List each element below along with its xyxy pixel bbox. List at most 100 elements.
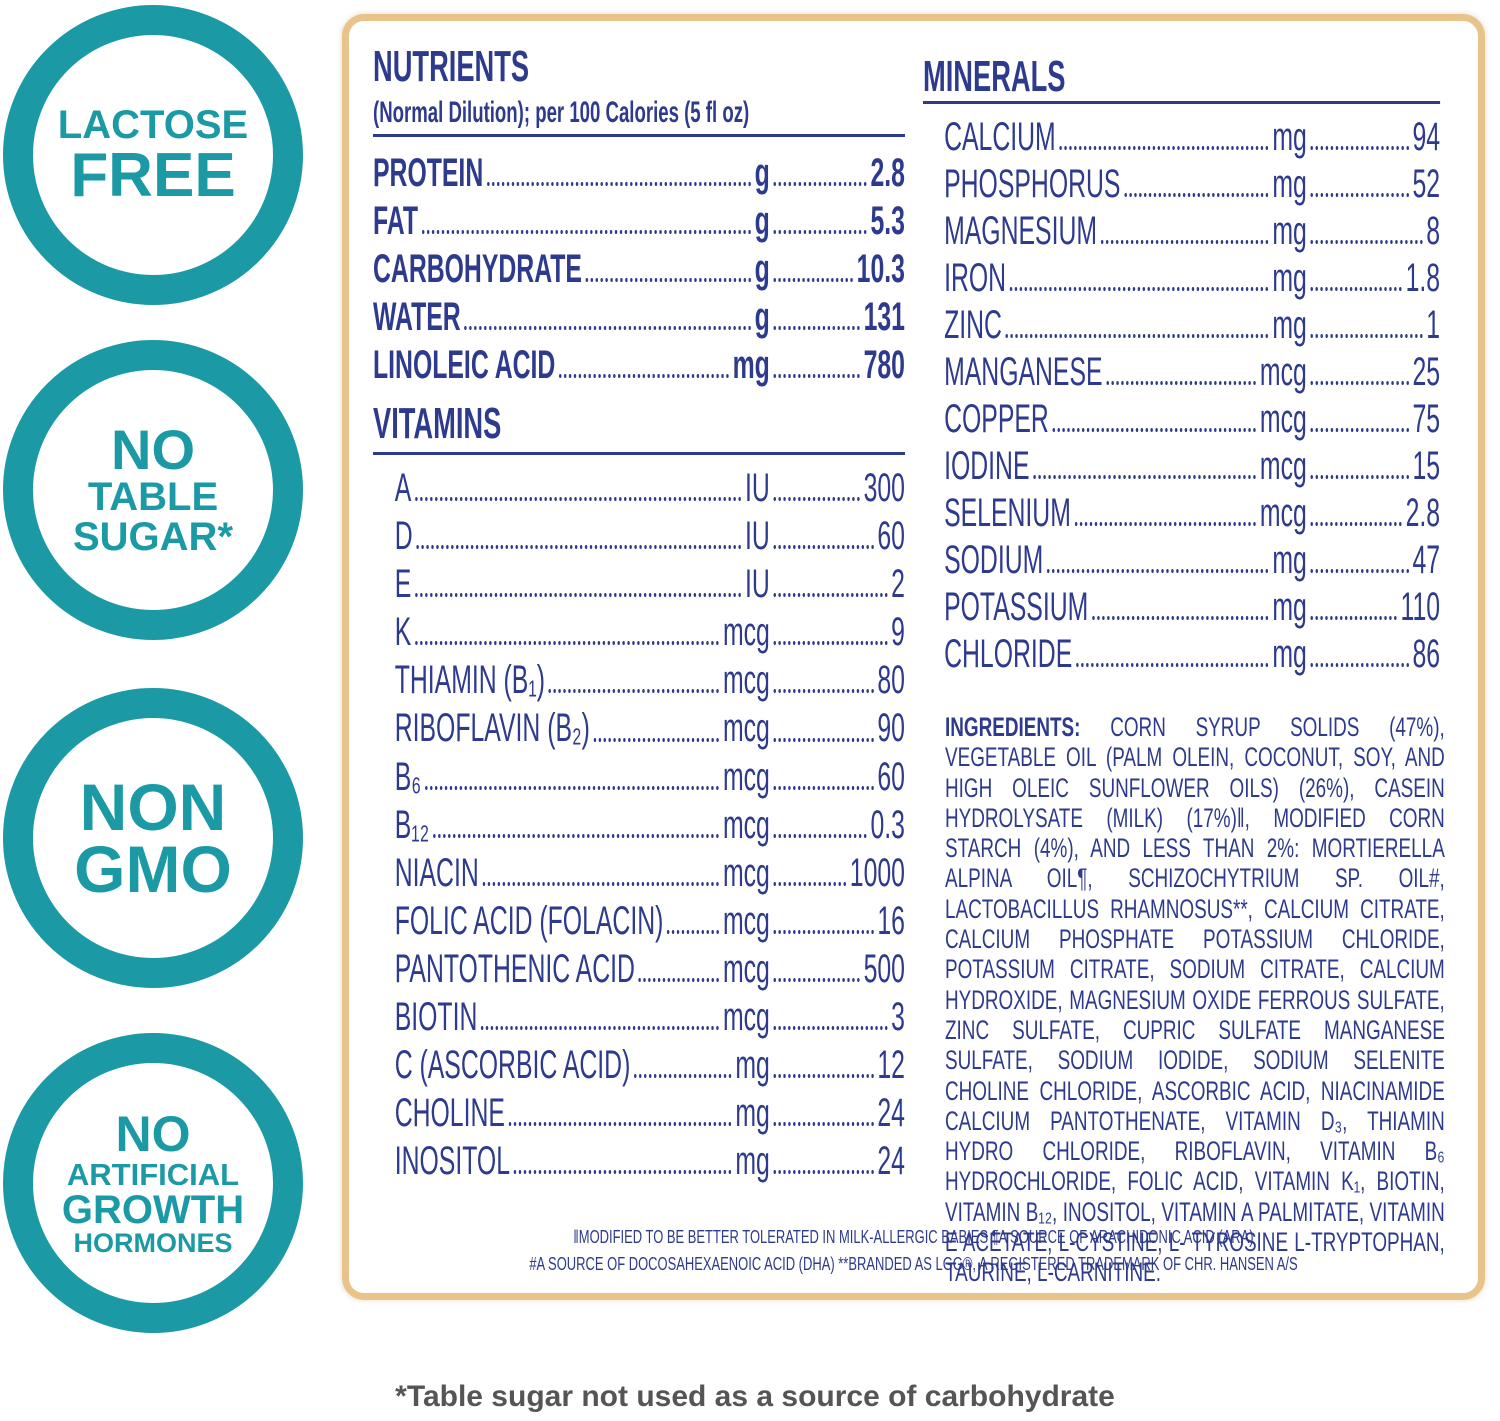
- leader: [667, 929, 720, 934]
- row-right: 24: [770, 1089, 905, 1137]
- row: CHOLINE mg 24: [395, 1089, 905, 1137]
- row-left: THIAMIN (B₁) mcg: [395, 656, 770, 704]
- row: BIOTIN mcg 3: [395, 993, 905, 1041]
- row-name: POTASSIUM: [944, 585, 1089, 629]
- section-title: VITAMINS: [373, 399, 502, 448]
- row-name: CHLORIDE: [944, 632, 1073, 676]
- row: IODINE mcg 15: [944, 443, 1440, 490]
- row-right: 8: [1307, 208, 1440, 255]
- row-right: 47: [1307, 537, 1440, 584]
- leader: [773, 929, 874, 934]
- row: CALCIUM mg 94: [944, 114, 1440, 161]
- leader: [486, 182, 751, 186]
- row-right: 60: [770, 753, 905, 801]
- row-name: FAT: [373, 199, 418, 243]
- row-unit: mcg: [722, 802, 770, 847]
- row-right: 15: [1307, 443, 1440, 490]
- leader: [1310, 381, 1409, 385]
- row-value: 8: [1426, 209, 1441, 253]
- badge-text: GROWTH: [61, 1188, 245, 1232]
- row-left: E IU: [395, 560, 770, 608]
- leader: [414, 641, 720, 646]
- row-right: 3: [770, 993, 905, 1041]
- leader: [1075, 663, 1269, 667]
- row-unit: mg: [735, 1091, 770, 1136]
- ingredients-label: INGREDIENTS:: [945, 712, 1081, 742]
- row: PANTOTHENIC ACID mcg 500: [395, 945, 905, 993]
- badge-text: NO: [115, 1106, 191, 1162]
- row-unit: mg: [735, 1139, 770, 1184]
- leader: [1092, 616, 1269, 620]
- row-name: PHOSPHORUS: [944, 162, 1121, 206]
- row-right: 80: [770, 656, 905, 704]
- row-name: CHOLINE: [394, 1091, 505, 1136]
- row-unit: mg: [732, 343, 770, 387]
- row-right: 1.8: [1307, 255, 1440, 302]
- row-left: SODIUM mg: [944, 537, 1307, 584]
- row-left: D IU: [395, 512, 770, 560]
- row: POTASSIUM mg 110: [944, 584, 1440, 631]
- row-right: 0.3: [770, 801, 905, 849]
- row: LINOLEIC ACID mg 780: [373, 341, 905, 389]
- row-left: FOLIC ACID (FOLACIN) mcg: [395, 897, 770, 945]
- row-unit: g: [754, 247, 770, 291]
- row-unit: mcg: [722, 995, 770, 1040]
- leader: [773, 278, 853, 282]
- row-value: 110: [1400, 585, 1441, 629]
- row-name: E: [394, 562, 412, 607]
- leader: [638, 978, 720, 983]
- row-unit: g: [754, 295, 770, 339]
- leader: [1310, 475, 1409, 479]
- row-left: NIACIN mcg: [395, 849, 770, 897]
- row-right: 16: [770, 897, 905, 945]
- row-left: CHOLINE mg: [395, 1089, 770, 1137]
- leader: [1310, 616, 1397, 620]
- leader: [414, 497, 742, 502]
- row-name: MANGANESE: [944, 350, 1103, 394]
- row: B₆ mcg 60: [395, 753, 905, 801]
- leader: [773, 978, 860, 983]
- row-left: MANGANESE mcg: [944, 349, 1307, 396]
- badge-text: FREE: [70, 141, 236, 210]
- row: FOLIC ACID (FOLACIN) mcg 16: [395, 897, 905, 945]
- row-unit: mcg: [722, 946, 770, 991]
- leader: [773, 1170, 874, 1175]
- badge-text: SUGAR*: [72, 515, 234, 559]
- leader: [773, 881, 847, 886]
- row-unit: mg: [1272, 538, 1307, 582]
- row-value: 47: [1412, 538, 1441, 582]
- leader: [424, 785, 720, 790]
- row-name: ZINC: [944, 303, 1002, 347]
- row-unit: mg: [1272, 209, 1307, 253]
- row-left: MAGNESIUM mg: [944, 208, 1307, 255]
- row: ZINC mg 1: [944, 302, 1440, 349]
- badge-text: ARTIFICIAL: [66, 1157, 240, 1192]
- row-name: IRON: [944, 256, 1007, 300]
- row-left: SELENIUM mcg: [944, 490, 1307, 537]
- leader: [634, 1074, 732, 1079]
- row-left: BIOTIN mcg: [395, 993, 770, 1041]
- leader: [1310, 334, 1423, 338]
- leader: [1100, 240, 1269, 244]
- leader: [585, 278, 751, 282]
- row-name: IODINE: [944, 444, 1030, 488]
- row-unit: mcg: [1259, 491, 1307, 535]
- row-right: 9: [770, 608, 905, 656]
- row-right: 5.3: [770, 197, 905, 245]
- row: CHLORIDE mg 86: [944, 631, 1440, 678]
- badge-text: LACTOSE: [57, 103, 249, 147]
- row-name: MAGNESIUM: [944, 209, 1098, 253]
- row: INOSITOL mg 24: [395, 1137, 905, 1185]
- row-right: 12: [770, 1041, 905, 1089]
- row: B₁₂ mcg 0.3: [395, 801, 905, 849]
- row-left: RIBOFLAVIN (B₂) mcg: [395, 704, 770, 752]
- row-left: IRON mg: [944, 255, 1307, 302]
- row-value: 60: [877, 514, 905, 559]
- row-value: 1.8: [1405, 256, 1441, 300]
- leader: [773, 182, 867, 186]
- row-unit: mcg: [1259, 350, 1307, 394]
- row-value: 24: [877, 1139, 905, 1184]
